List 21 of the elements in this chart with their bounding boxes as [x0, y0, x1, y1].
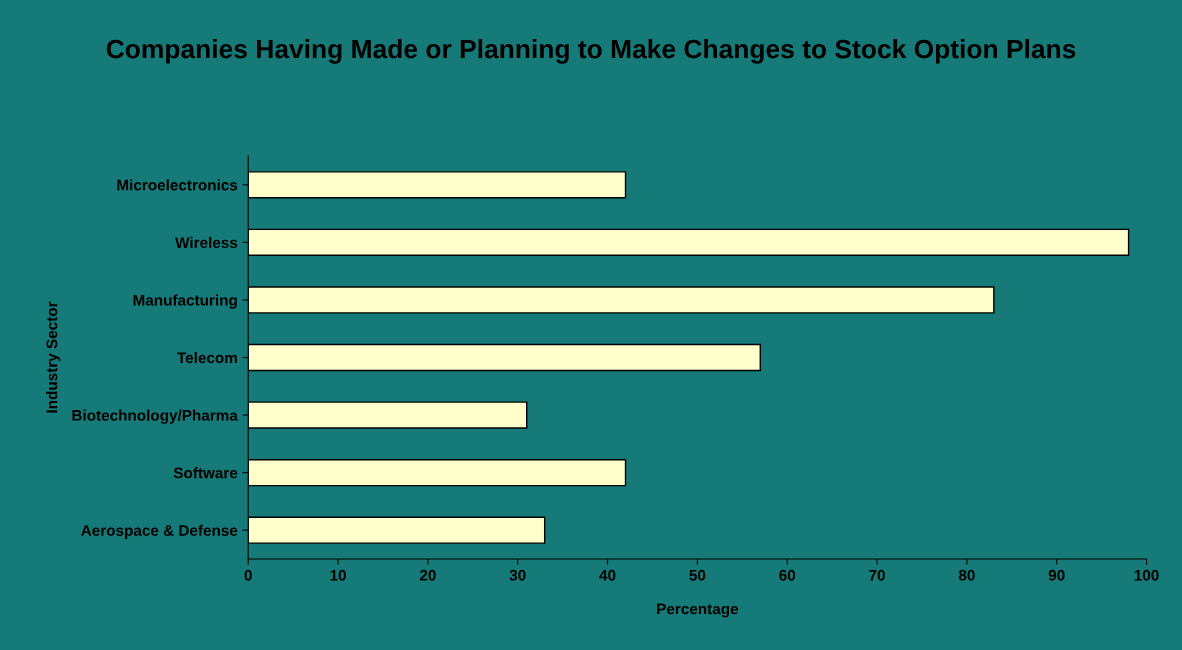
y-axis-title: Industry Sector	[46, 301, 61, 413]
x-tick-label: 10	[330, 569, 346, 581]
y-tick-label: Telecom	[177, 351, 237, 364]
y-tick-label: Biotechnology/Pharma	[72, 409, 238, 424]
y-tick-label: Manufacturing	[133, 294, 237, 309]
x-tick-label: 60	[779, 569, 796, 581]
x-tick-label: 0	[244, 569, 252, 581]
x-tick-label: 80	[958, 569, 975, 581]
y-tick-label: Software	[173, 467, 238, 479]
x-tick-label: 90	[1048, 569, 1065, 581]
x-tick-label: 100	[1134, 569, 1159, 581]
x-axis-title: Percentage	[657, 603, 739, 618]
y-tick-label: Aerospace & Defense	[81, 524, 238, 539]
y-tick-label: Wireless	[175, 236, 238, 249]
y-tick-label: Microelectronics	[117, 179, 238, 191]
x-tick-label: 20	[419, 569, 436, 581]
x-tick-label: 70	[869, 569, 885, 581]
x-tick-label: 50	[689, 569, 706, 581]
x-tick-label: 40	[599, 569, 616, 581]
chart-title: Companies Having Made or Planning to Make Changes to Stock Option Plans	[106, 39, 1076, 64]
x-tick-label: 30	[509, 569, 526, 581]
